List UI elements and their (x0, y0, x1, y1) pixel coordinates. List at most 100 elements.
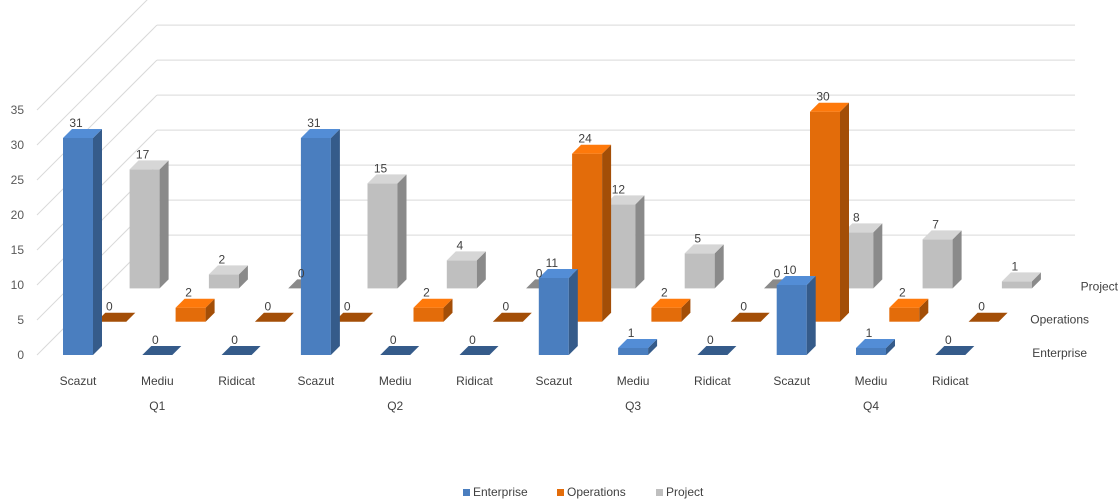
y-tick-label: 10 (11, 278, 25, 292)
y-axis-ticks: 0 5 10 15 20 25 30 35 (11, 103, 25, 362)
gridline-side (36, 0, 148, 111)
legend-label: Enterprise (473, 485, 528, 499)
bar-operations (651, 298, 691, 322)
data-label: 0 (231, 333, 238, 347)
bar-project (684, 244, 724, 289)
legend-swatch (557, 489, 564, 496)
bar-front (1001, 281, 1032, 289)
y-tick-label: 5 (17, 313, 24, 327)
data-label: 0 (390, 333, 397, 347)
data-label: 0 (707, 333, 714, 347)
data-label: 0 (298, 266, 305, 280)
bar-front (413, 307, 444, 322)
bar-side (159, 160, 169, 289)
bar-top (843, 223, 883, 233)
group-label: Q4 (863, 399, 879, 413)
bar-top (697, 346, 737, 355)
bar-side (886, 339, 895, 355)
data-label: 0 (106, 300, 113, 314)
bar-operations (968, 312, 1008, 322)
bars (63, 102, 1041, 355)
data-label: 17 (136, 147, 150, 161)
bar-front (651, 307, 682, 322)
bar-operations (334, 312, 374, 322)
data-label: 1 (866, 326, 873, 340)
bar-top (96, 312, 136, 322)
bar-operations (175, 298, 215, 322)
data-label: 5 (694, 231, 701, 245)
bar-side (919, 298, 929, 322)
bar-side (397, 174, 407, 289)
bar-enterprise (776, 276, 816, 355)
bar-top (684, 244, 724, 254)
series-axis-label: Project (1081, 279, 1119, 293)
group-label: Q1 (149, 399, 165, 413)
group-label: Q2 (387, 399, 403, 413)
data-label: 11 (546, 256, 559, 270)
bar-top (730, 312, 770, 322)
data-label: 2 (899, 286, 906, 300)
gridline-side (36, 59, 158, 181)
bar-side (443, 298, 453, 322)
category-label: Scazut (60, 374, 97, 388)
bar-project (129, 160, 169, 289)
legend-swatch (656, 489, 663, 496)
bar-front (538, 278, 569, 355)
data-label: 1 (628, 326, 635, 340)
bar-top (968, 312, 1008, 322)
data-label: 2 (185, 286, 192, 300)
bar-front (856, 348, 886, 355)
bar-operations (810, 102, 849, 322)
bar-operations (730, 312, 770, 322)
bar-side (635, 195, 645, 289)
data-label: 8 (853, 210, 860, 224)
bar-top (63, 129, 102, 138)
bar-side (330, 129, 340, 355)
bar-front (684, 253, 715, 289)
category-label: Scazut (773, 374, 810, 388)
bar-top (208, 265, 248, 275)
y-tick-label: 20 (11, 208, 25, 222)
legend-item-enterprise: Enterprise (463, 485, 528, 499)
gridline-side (36, 24, 158, 146)
bar-top (380, 346, 420, 355)
bar-front (208, 274, 239, 289)
y-tick-label: 25 (11, 173, 25, 187)
bar-side (806, 276, 816, 355)
series-axis-label: Operations (1030, 313, 1089, 327)
data-label: 30 (816, 90, 830, 104)
bar-top (254, 312, 294, 322)
bar-enterprise (618, 339, 658, 355)
bar-enterprise (856, 339, 895, 355)
bar-operations (889, 298, 929, 322)
bar-top (413, 298, 453, 308)
bar-top (856, 339, 895, 348)
legend: Enterprise Operations Project (463, 485, 704, 499)
category-label: Ridicat (694, 374, 731, 388)
data-label: 7 (932, 217, 939, 231)
bar-enterprise (697, 346, 737, 355)
legend-item-project: Project (656, 485, 704, 499)
bar-enterprise (538, 269, 578, 355)
bar-enterprise (142, 346, 182, 355)
bar-side (205, 298, 215, 322)
data-label: 2 (661, 286, 668, 300)
bar-top (129, 160, 169, 170)
bar-enterprise (459, 346, 499, 355)
bar-front (129, 169, 160, 289)
bar-top (605, 195, 645, 205)
data-label: 0 (152, 333, 159, 347)
bar-front (367, 183, 398, 289)
bar-top (446, 251, 486, 261)
data-label: 2 (219, 252, 226, 266)
data-label: 1 (1012, 259, 1019, 273)
bar-top (776, 276, 816, 285)
legend-label: Project (666, 485, 704, 499)
bar-side (681, 298, 691, 322)
legend-item-operations: Operations (557, 485, 626, 499)
bar-side (714, 244, 724, 289)
data-label: 10 (783, 263, 797, 277)
bar-top (889, 298, 929, 308)
bar-top (538, 269, 578, 278)
data-label: 15 (374, 161, 388, 175)
